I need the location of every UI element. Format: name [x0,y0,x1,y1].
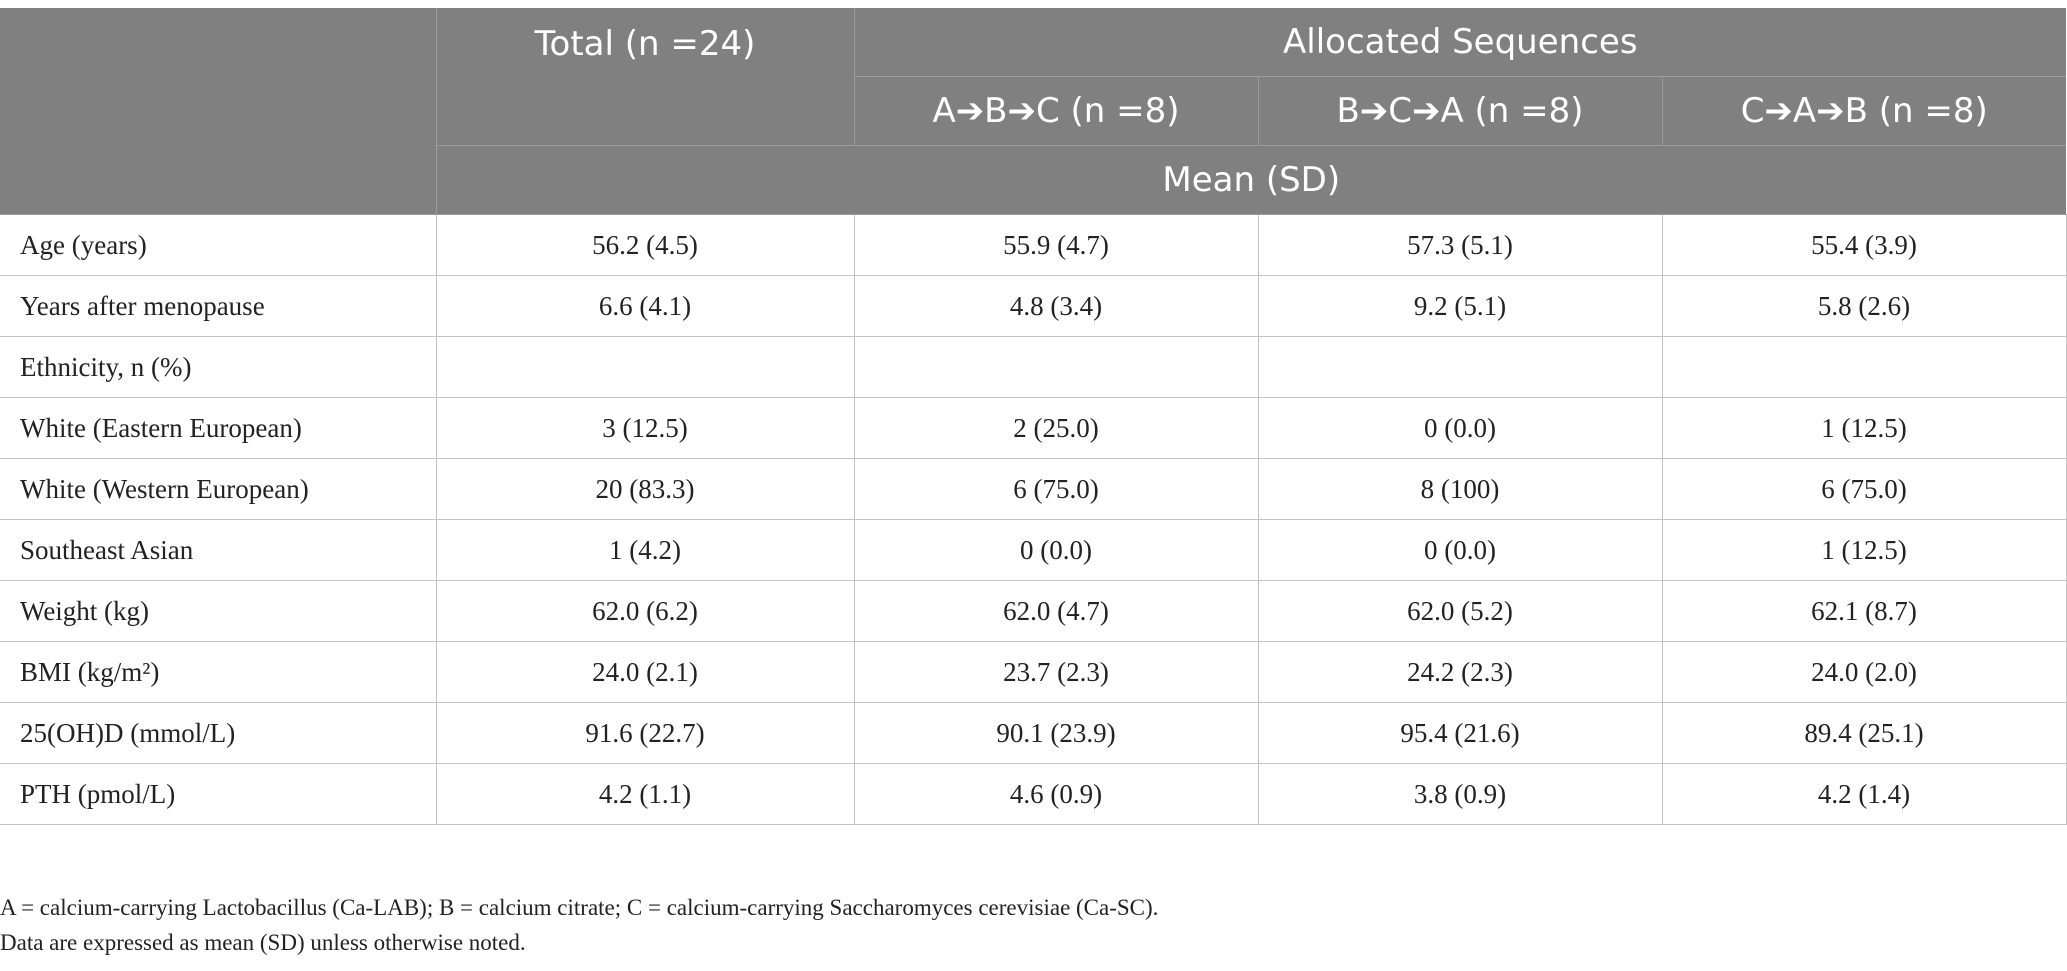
row-label: BMI (kg/m²) [0,641,437,703]
cell-total: 4.2 (1.1) [435,763,855,825]
cell-bca: 95.4 (21.6) [1257,702,1663,764]
row-label: PTH (pmol/L) [0,763,437,825]
cell-abc: 62.0 (4.7) [853,580,1259,642]
row-label: Southeast Asian [0,519,437,581]
header-sequence-abc: A➔B➔C (n =8) [853,76,1258,146]
cell-cab: 24.0 (2.0) [1661,641,2067,703]
footnote-data-expression: Data are expressed as mean (SD) unless o… [0,930,526,955]
header-mean-sd: Mean (SD) [435,145,2067,215]
header-total: Total (n =24) [435,8,854,146]
table-row: Years after menopause 6.6 (4.1) 4.8 (3.4… [0,275,2067,337]
row-label: White (Eastern European) [0,397,437,459]
cell-cab: 5.8 (2.6) [1661,275,2067,337]
table-header: Total (n =24) Allocated Sequences A➔B➔C … [0,8,2067,215]
cell-bca: 0 (0.0) [1257,397,1663,459]
table-row: Age (years) 56.2 (4.5) 55.9 (4.7) 57.3 (… [0,214,2067,276]
table-row: PTH (pmol/L) 4.2 (1.1) 4.6 (0.9) 3.8 (0.… [0,763,2067,825]
baseline-characteristics-table: Total (n =24) Allocated Sequences A➔B➔C … [0,8,2067,825]
cell-bca: 24.2 (2.3) [1257,641,1663,703]
cell-cab: 55.4 (3.9) [1661,214,2067,276]
cell-abc: 4.6 (0.9) [853,763,1259,825]
table-row: Weight (kg) 62.0 (6.2) 62.0 (4.7) 62.0 (… [0,580,2067,642]
table-row: Ethnicity, n (%) [0,336,2067,398]
row-label: White (Western European) [0,458,437,520]
row-label: Ethnicity, n (%) [0,336,437,398]
cell-total: 24.0 (2.1) [435,641,855,703]
cell-abc: 6 (75.0) [853,458,1259,520]
cell-total: 1 (4.2) [435,519,855,581]
cell-bca: 8 (100) [1257,458,1663,520]
table-row: White (Eastern European) 3 (12.5) 2 (25.… [0,397,2067,459]
header-sequence-bca: B➔C➔A (n =8) [1257,76,1662,146]
cell-cab: 62.1 (8.7) [1661,580,2067,642]
header-sequence-cab: C➔A➔B (n =8) [1661,76,2067,146]
cell-total: 6.6 (4.1) [435,275,855,337]
row-label: Age (years) [0,214,437,276]
row-label: 25(OH)D (mmol/L) [0,702,437,764]
cell-cab: 1 (12.5) [1661,519,2067,581]
header-total-label: Total (n =24) [534,24,756,64]
cell-bca [1257,336,1663,398]
cell-abc: 55.9 (4.7) [853,214,1259,276]
table-footnotes: A = calcium-carrying Lactobacillus (Ca-L… [0,890,1158,960]
cell-bca: 62.0 (5.2) [1257,580,1663,642]
cell-cab: 6 (75.0) [1661,458,2067,520]
header-allocated-sequences: Allocated Sequences [853,8,2067,77]
header-corner-cell [0,8,436,215]
table-body: Age (years) 56.2 (4.5) 55.9 (4.7) 57.3 (… [0,214,2067,825]
cell-abc [853,336,1259,398]
cell-abc: 4.8 (3.4) [853,275,1259,337]
cell-cab: 4.2 (1.4) [1661,763,2067,825]
cell-cab: 89.4 (25.1) [1661,702,2067,764]
table-row: BMI (kg/m²) 24.0 (2.1) 23.7 (2.3) 24.2 (… [0,641,2067,703]
cell-bca: 3.8 (0.9) [1257,763,1663,825]
row-label: Years after menopause [0,275,437,337]
cell-bca: 57.3 (5.1) [1257,214,1663,276]
cell-total: 56.2 (4.5) [435,214,855,276]
cell-bca: 9.2 (5.1) [1257,275,1663,337]
cell-abc: 0 (0.0) [853,519,1259,581]
cell-total [435,336,855,398]
table-row: Southeast Asian 1 (4.2) 0 (0.0) 0 (0.0) … [0,519,2067,581]
cell-total: 91.6 (22.7) [435,702,855,764]
cell-total: 20 (83.3) [435,458,855,520]
footnote-abbreviations: A = calcium-carrying Lactobacillus (Ca-L… [0,895,1159,920]
cell-total: 3 (12.5) [435,397,855,459]
cell-abc: 2 (25.0) [853,397,1259,459]
cell-abc: 90.1 (23.9) [853,702,1259,764]
cell-cab [1661,336,2067,398]
cell-cab: 1 (12.5) [1661,397,2067,459]
table-row: White (Western European) 20 (83.3) 6 (75… [0,458,2067,520]
cell-bca: 0 (0.0) [1257,519,1663,581]
row-label: Weight (kg) [0,580,437,642]
table-row: 25(OH)D (mmol/L) 91.6 (22.7) 90.1 (23.9)… [0,702,2067,764]
cell-abc: 23.7 (2.3) [853,641,1259,703]
cell-total: 62.0 (6.2) [435,580,855,642]
